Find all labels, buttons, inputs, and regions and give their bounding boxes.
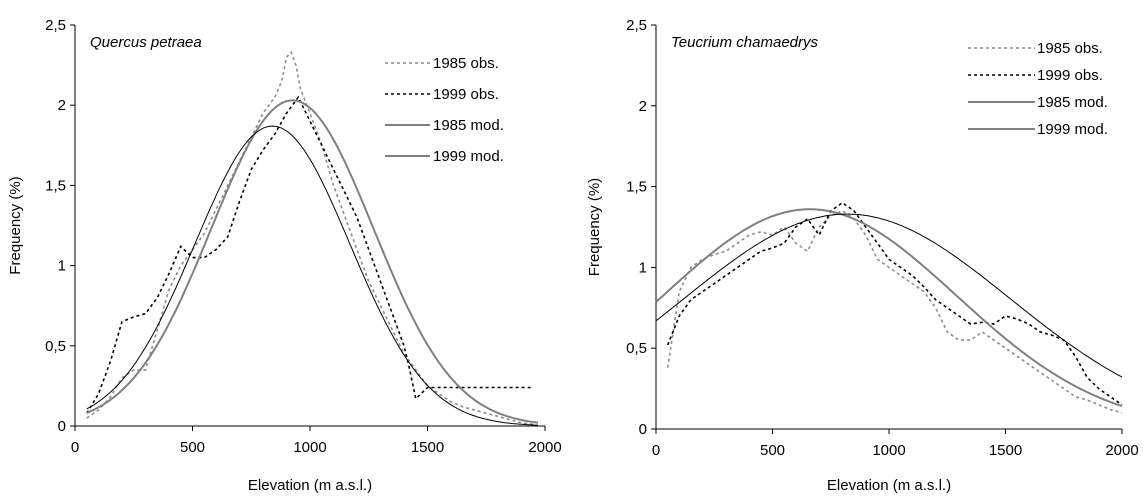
legend-label: 1985 obs. <box>1037 40 1103 57</box>
x-axis-title: Elevation (m a.s.l.) <box>827 477 951 494</box>
chart-teucrium-chamaedrys: 0 0,5 1 1,5 2 2,5 0 500 1000 1500 2000 Elevation (m… <box>580 0 1147 495</box>
y-tick-label: 1,5 <box>626 179 647 196</box>
y-tick-label: 1,5 <box>45 177 66 194</box>
chart-quercus-petraea: 0 0,5 1 1,5 2 2,5 0 500 1000 1500 2000 Elevation (m… <box>0 0 570 495</box>
y-tick-label: 2,5 <box>626 17 647 34</box>
y-tick-label: 2 <box>639 98 647 115</box>
species-label: Teucrium chamaedrys <box>671 34 819 51</box>
x-tick-label: 2000 <box>1105 442 1138 459</box>
y-tick-label: 0 <box>639 421 647 438</box>
legend-label: 1999 obs. <box>1037 67 1103 84</box>
x-tick-label: 0 <box>71 439 79 456</box>
y-axis-title: Frequency (%) <box>7 176 24 274</box>
legend-label: 1985 obs. <box>433 55 499 72</box>
x-tick-label: 500 <box>760 442 785 459</box>
y-tick-label: 1 <box>58 258 66 275</box>
chart-right-svg: 0 0,5 1 1,5 2 2,5 0 500 1000 1500 2000 Elevation (m… <box>586 17 1139 494</box>
y-tick-label: 0,5 <box>45 338 66 355</box>
legend-label: 1999 mod. <box>433 148 504 165</box>
series-line-1999-obs <box>666 201 1123 406</box>
y-tick-label: 2 <box>58 97 66 114</box>
x-tick-label: 1500 <box>989 442 1022 459</box>
x-tick-label: 0 <box>652 442 660 459</box>
x-axis-title: Elevation (m a.s.l.) <box>248 477 372 494</box>
legend-label: 1985 mod. <box>1037 94 1108 111</box>
species-label: Quercus petraea <box>90 34 202 51</box>
y-tick-label: 1 <box>639 259 647 276</box>
y-tick-label: 0 <box>58 418 66 435</box>
legend-label: 1999 obs. <box>433 86 499 103</box>
x-tick-label: 1000 <box>293 439 326 456</box>
legend-label: 1999 mod. <box>1037 121 1108 138</box>
series-line-1999-obs <box>86 95 534 414</box>
series-line-1985-obs <box>86 50 534 426</box>
y-tick-label: 0,5 <box>626 340 647 357</box>
series-line-1985-mod <box>86 99 539 424</box>
series-line-1985-obs <box>666 209 1123 414</box>
y-axis-title: Frequency (%) <box>586 178 603 276</box>
series-line-1999-mod <box>655 213 1123 378</box>
series-line-1985-mod <box>655 208 1123 408</box>
legend-label: 1985 mod. <box>433 117 504 134</box>
x-tick-label: 500 <box>180 439 205 456</box>
x-tick-label: 2000 <box>528 439 561 456</box>
x-tick-label: 1000 <box>872 442 905 459</box>
x-tick-label: 1500 <box>411 439 444 456</box>
series-line-1999-mod <box>86 125 538 426</box>
chart-left-svg: 0 0,5 1 1,5 2 2,5 0 500 1000 1500 2000 Elevation (m… <box>7 17 562 494</box>
y-tick-label: 2,5 <box>45 17 66 34</box>
